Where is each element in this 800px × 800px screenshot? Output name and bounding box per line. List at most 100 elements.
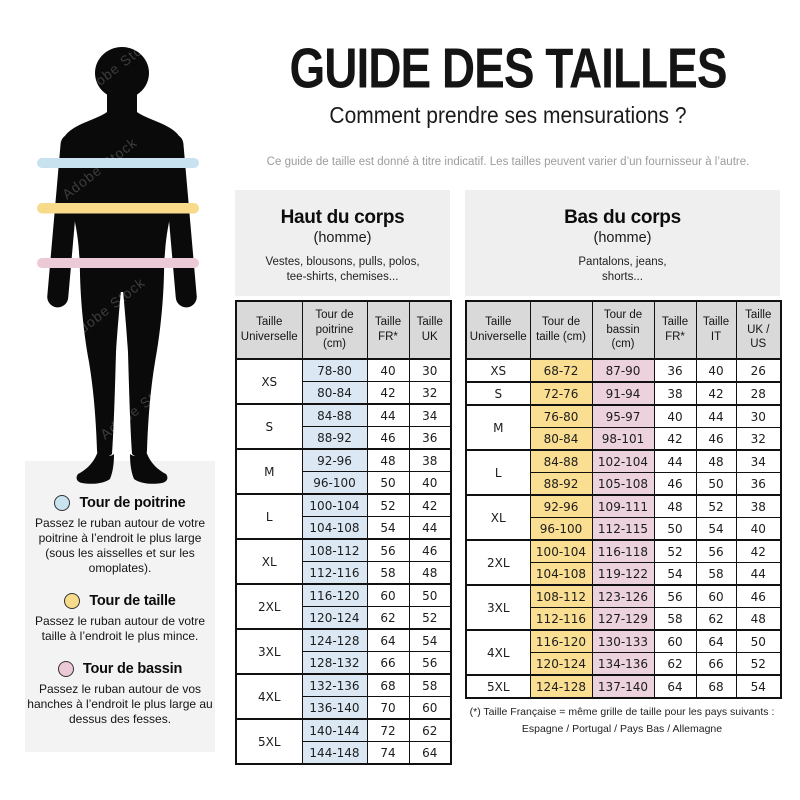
value-cell: 44: [695, 404, 737, 428]
table-row: XS 68-72 87-90 36 40 26: [465, 358, 782, 383]
value-cell: 46: [653, 472, 697, 496]
size-cell: XS: [235, 358, 303, 405]
table-row: 120-124 134-136 62 66 52: [466, 652, 782, 676]
size-cell: 4XL: [235, 673, 303, 720]
value-cell: 48: [735, 607, 782, 631]
value-cell: 128-132: [301, 651, 368, 675]
column-header: Taille FR*: [366, 300, 410, 360]
table-row: 3XL 124-128 64 54: [235, 628, 452, 675]
value-cell: 54: [695, 517, 737, 541]
value-cell: 38: [653, 381, 697, 406]
disclaimer-text: Ce guide de taille est donné à titre ind…: [266, 156, 750, 168]
table-row: 80-84 98-101 42 46 32: [466, 427, 782, 451]
table-row: 144-148 74 64: [236, 741, 452, 765]
lower-body-subtitle: (homme): [593, 230, 652, 246]
hips-measure-band: [37, 258, 199, 268]
value-cell: 92-96: [529, 494, 593, 518]
value-cell: 100-104: [529, 539, 593, 563]
value-cell: 80-84: [529, 427, 593, 451]
value-cell: 60: [408, 696, 452, 720]
value-cell: 34: [735, 449, 782, 473]
value-cell: 54: [653, 562, 697, 586]
size-cell: 5XL: [465, 674, 531, 699]
size-cell: 2XL: [235, 583, 303, 630]
value-cell: 98-101: [591, 427, 655, 451]
value-cell: 42: [695, 381, 737, 406]
value-cell: 144-148: [301, 741, 368, 765]
value-cell: 64: [695, 629, 737, 653]
value-cell: 58: [695, 562, 737, 586]
value-cell: 102-104: [591, 449, 655, 473]
legend-description: Passez le ruban autour de votre poitrine…: [34, 516, 206, 575]
table-row: 104-108 119-122 54 58 44: [466, 562, 782, 586]
value-cell: 26: [735, 358, 782, 383]
column-header: Taille Universelle: [235, 300, 303, 360]
value-cell: 132-136: [301, 673, 368, 697]
value-cell: 58: [366, 561, 410, 585]
value-cell: 88-92: [301, 426, 368, 450]
value-cell: 68: [366, 673, 410, 697]
value-cell: 38: [408, 448, 452, 472]
legend-heading: Tour de bassin: [25, 661, 215, 677]
legend-description: Passez le ruban autour de votre taille à…: [34, 614, 206, 643]
value-cell: 108-112: [301, 538, 368, 562]
value-cell: 56: [695, 539, 737, 563]
size-cell: S: [235, 403, 303, 450]
size-cell: 5XL: [235, 718, 303, 765]
value-cell: 42: [366, 381, 410, 405]
value-cell: 44: [408, 516, 452, 540]
value-cell: 60: [695, 584, 737, 608]
value-cell: 124-128: [301, 628, 368, 652]
value-cell: 96-100: [301, 471, 368, 495]
value-cell: 95-97: [591, 404, 655, 428]
value-cell: 70: [366, 696, 410, 720]
size-cell: M: [235, 448, 303, 495]
value-cell: 36: [408, 426, 452, 450]
body-silhouette-figure: Adobe Stock Adobe Stock Adobe Stock Adob…: [37, 40, 199, 484]
legend-heading: Tour de taille: [25, 593, 215, 609]
size-cell: 3XL: [465, 584, 531, 631]
value-cell: 74: [366, 741, 410, 765]
value-cell: 56: [366, 538, 410, 562]
value-cell: 28: [735, 381, 782, 406]
table-row: 112-116 127-129 58 62 48: [466, 607, 782, 631]
value-cell: 104-108: [301, 516, 368, 540]
legend-heading: Tour de poitrine: [25, 495, 215, 511]
table-row: XL 92-96 109-111 48 52 38: [465, 494, 782, 541]
upper-body-description: Vestes, blousons, pulls, polos, tee-shir…: [265, 256, 420, 284]
value-cell: 46: [735, 584, 782, 608]
value-cell: 60: [653, 629, 697, 653]
value-cell: 116-118: [591, 539, 655, 563]
size-cell: L: [235, 493, 303, 540]
value-cell: 58: [653, 607, 697, 631]
value-cell: 87-90: [591, 358, 655, 383]
column-header: Taille IT: [695, 300, 737, 360]
value-cell: 52: [408, 606, 452, 630]
size-cell: S: [465, 381, 531, 406]
measurement-legend: Tour de poitrine Passez le ruban autour …: [25, 495, 215, 744]
size-cell: XL: [465, 494, 531, 541]
page-header: GUIDE DES TAILLES Comment prendre ses me…: [228, 40, 788, 168]
legend-item-hips: Tour de bassin Passez le ruban autour de…: [25, 661, 215, 727]
table-row: 4XL 132-136 68 58: [235, 673, 452, 720]
table-row: M 76-80 95-97 40 44 30: [465, 404, 782, 451]
footnote-line1: (*) Taille Française = même grille de ta…: [469, 706, 775, 718]
value-cell: 58: [408, 673, 452, 697]
value-cell: 42: [735, 539, 782, 563]
value-cell: 112-116: [301, 561, 368, 585]
value-cell: 112-115: [591, 517, 655, 541]
column-header: Taille Universelle: [465, 300, 531, 360]
size-cell: XL: [235, 538, 303, 585]
value-cell: 32: [408, 381, 452, 405]
table-row: 128-132 66 56: [236, 651, 452, 675]
value-cell: 92-96: [301, 448, 368, 472]
value-cell: 105-108: [591, 472, 655, 496]
chest-measure-band: [37, 158, 199, 168]
footnote: (*) Taille Française = même grille de ta…: [452, 704, 792, 739]
value-cell: 50: [695, 472, 737, 496]
value-cell: 48: [408, 561, 452, 585]
value-cell: 123-126: [591, 584, 655, 608]
table-row: 88-92 105-108 46 50 36: [466, 472, 782, 496]
value-cell: 50: [735, 629, 782, 653]
